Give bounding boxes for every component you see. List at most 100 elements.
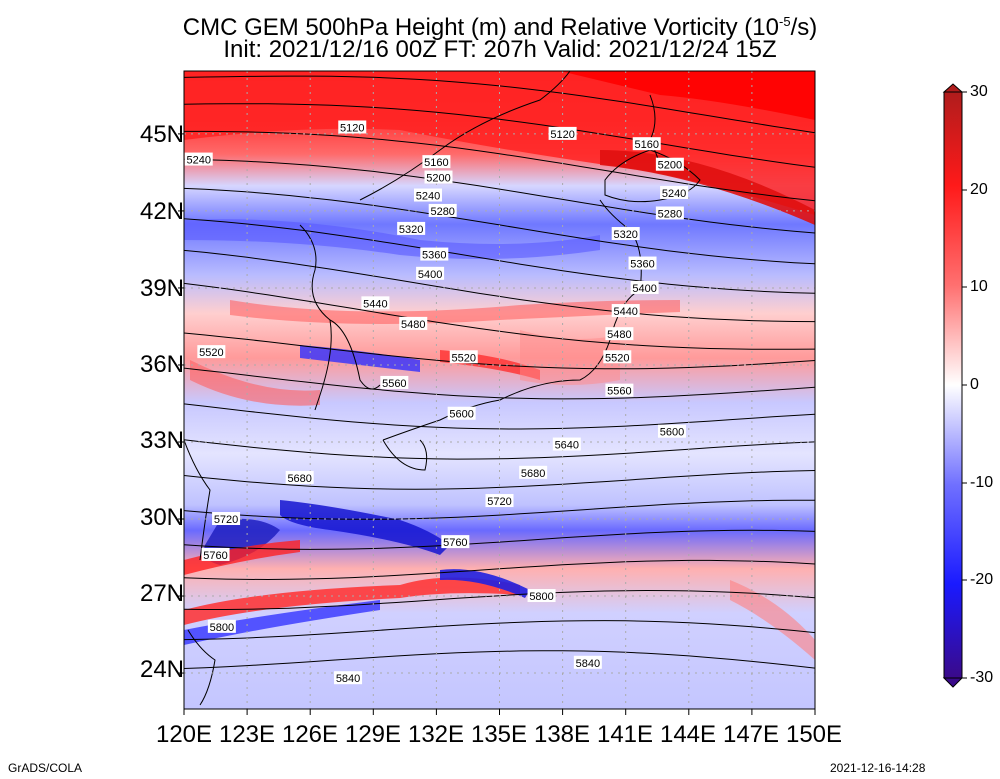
contour-label: 5320 — [399, 224, 423, 236]
contour-label-bg — [399, 316, 428, 330]
contour-label: 5280 — [658, 208, 682, 220]
contour-line — [184, 103, 815, 168]
contour-label: 5840 — [576, 658, 600, 670]
contour-label: 5520 — [452, 352, 476, 364]
contour-label-bg — [519, 465, 548, 479]
contour-label-bg — [441, 535, 470, 549]
lon-label: 147E — [722, 721, 780, 748]
contour-label: 5680 — [521, 468, 545, 480]
contour-label: 5240 — [186, 155, 210, 167]
contour-label: 5720 — [214, 514, 238, 526]
colorbar-tick-label: 30 — [970, 83, 988, 100]
chart-subtitle: Init: 2021/12/16 00Z FT: 207h Valid: 202… — [223, 36, 777, 63]
contour-label-bg — [548, 126, 577, 140]
contour-line — [184, 187, 815, 265]
lat-label: 33N — [139, 427, 184, 454]
contour-label: 5800 — [529, 591, 553, 603]
contour-label-bg — [334, 671, 363, 685]
contour-label-bg — [632, 137, 661, 151]
contour-label-bg — [207, 619, 236, 633]
contour-label: 5680 — [287, 473, 311, 485]
contour-label: 5480 — [607, 329, 631, 341]
contour-label-bg — [413, 188, 442, 202]
contour-label: 5400 — [632, 283, 656, 295]
colorbar-tick-label: -30 — [970, 669, 994, 686]
colorbar-bottom-arrow — [942, 677, 964, 688]
contour-line — [184, 158, 815, 234]
lon-label: 126E — [281, 721, 339, 748]
contour-label-bg — [611, 227, 640, 241]
contour-line — [184, 130, 815, 202]
contour-label: 5600 — [660, 427, 684, 439]
lon-label: 132E — [407, 721, 465, 748]
contour-label-bg — [201, 547, 230, 561]
lat-label: 30N — [139, 504, 184, 531]
colorbar — [942, 83, 967, 688]
contour-label: 5120 — [340, 122, 364, 134]
contour-label: 5240 — [662, 188, 686, 200]
chart-title: CMC GEM 500hPa Height (m) and Relative V… — [182, 14, 818, 41]
contour-line — [184, 439, 815, 460]
contour-label-bg — [397, 221, 426, 235]
contour-label-bg — [603, 350, 632, 364]
contour-label-bg — [184, 152, 213, 166]
contour-label-bg — [630, 280, 659, 294]
footer-credit: GrADS/COLA — [8, 761, 83, 775]
contour-label: 5800 — [210, 622, 234, 634]
contour-label-bg — [485, 494, 514, 508]
contour-label: 5440 — [363, 298, 387, 310]
contour-label-bg — [655, 206, 684, 220]
contour-label-bg — [380, 375, 409, 389]
contour-label-bg — [605, 327, 634, 341]
contour-label: 5560 — [382, 378, 406, 390]
lon-label: 150E — [785, 721, 843, 748]
colorbar-tick-label: -10 — [970, 474, 994, 491]
contour-label: 5440 — [613, 306, 637, 318]
lon-label: 144E — [659, 721, 717, 748]
lat-label: 42N — [139, 198, 184, 225]
colorbar-tick-label: 20 — [970, 181, 988, 198]
coastlines — [184, 71, 701, 706]
contour-label-bg — [573, 655, 602, 669]
contour-label: 5320 — [613, 229, 637, 241]
colorbar-tick-label: -20 — [970, 571, 994, 588]
contour-label-bg — [605, 383, 634, 397]
lon-label: 123E — [218, 721, 276, 748]
contour-label: 5840 — [336, 673, 360, 685]
lat-label: 36N — [139, 351, 184, 378]
contour-label: 5120 — [550, 129, 574, 141]
contour-label-bg — [212, 512, 241, 526]
contour-label: 5200 — [658, 160, 682, 172]
colorbar-gradient — [943, 91, 963, 679]
lon-label: 135E — [470, 721, 528, 748]
contour-label: 5760 — [203, 550, 227, 562]
contour-line — [184, 529, 815, 550]
contour-label-bg — [447, 406, 476, 420]
contour-label-bg — [285, 470, 314, 484]
lon-label: 141E — [596, 721, 654, 748]
contour-label-bg — [527, 589, 556, 603]
contour-label-bg — [424, 170, 453, 184]
lat-label: 27N — [139, 580, 184, 607]
lon-label: 120E — [155, 721, 213, 748]
contour-label-bg — [552, 437, 581, 451]
contour-label-bg — [655, 157, 684, 171]
lon-label: 129E — [344, 721, 402, 748]
contour-label: 5400 — [418, 269, 442, 281]
contour-label: 5360 — [630, 259, 654, 271]
axis-ticks — [178, 133, 816, 715]
contour-line — [184, 367, 815, 400]
contour-label-bg — [428, 203, 457, 217]
lat-label: 39N — [139, 275, 184, 302]
footer-timestamp: 2021-12-16-14:28 — [830, 761, 926, 775]
vorticity-shading — [184, 71, 815, 709]
contour-label-bg — [628, 256, 657, 270]
contour-line — [184, 650, 815, 670]
contour-label-bg — [420, 247, 449, 261]
contour-label-bg — [338, 120, 367, 134]
colorbar-tick-label: 10 — [970, 278, 988, 295]
contour-label-bg — [449, 350, 478, 364]
colorbar-tick-label: 0 — [970, 376, 979, 393]
contour-label: 5520 — [605, 352, 629, 364]
